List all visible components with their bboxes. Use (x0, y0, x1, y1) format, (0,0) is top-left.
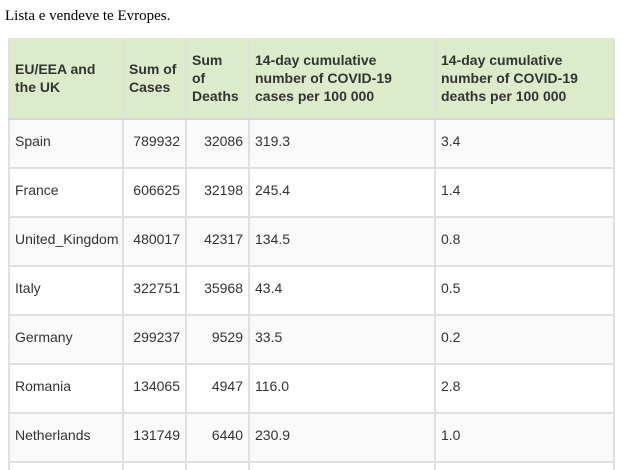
cell-country: Spain (8, 118, 124, 169)
cell-cases-per-100000: 230.9 (248, 412, 436, 463)
cell-sum-of-cases: 134065 (122, 363, 187, 414)
cell-deaths-per-100000: 1.0 (434, 412, 615, 463)
column-header-country: EU/EEA and the UK (8, 38, 124, 120)
cell-deaths-per-100000: 0.5 (434, 265, 615, 316)
cell-empty (8, 461, 124, 470)
cell-empty (185, 461, 250, 470)
covid-table: EU/EEA and the UK Sum of Cases Sum of De… (8, 38, 615, 470)
cell-sum-of-cases: 789932 (122, 118, 187, 169)
cell-sum-of-deaths: 6440 (185, 412, 250, 463)
cell-deaths-per-100000: 1.4 (434, 167, 615, 218)
cell-empty (122, 461, 187, 470)
cell-cases-per-100000: 33.5 (248, 314, 436, 365)
cell-sum-of-deaths: 32198 (185, 167, 250, 218)
cell-sum-of-deaths: 4947 (185, 363, 250, 414)
cell-cases-per-100000: 43.4 (248, 265, 436, 316)
table-row: Germany 299237 9529 33.5 0.2 (8, 314, 615, 365)
table-body: Spain 789932 32086 319.3 3.4 France 606625 3219… (8, 118, 615, 470)
cell-country: Italy (8, 265, 124, 316)
cell-deaths-per-100000: 0.2 (434, 314, 615, 365)
cell-deaths-per-100000: 3.4 (434, 118, 615, 169)
table-row: Netherlands 131749 6440 230.9 1.0 (8, 412, 615, 463)
cell-sum-of-cases: 322751 (122, 265, 187, 316)
table-row: France 606625 32198 245.4 1.4 (8, 167, 615, 218)
table-row: Spain 789932 32086 319.3 3.4 (8, 118, 615, 169)
column-header-sum-of-deaths: Sum of Deaths (185, 38, 250, 120)
column-header-deaths-per-100000: 14-day cumulative number of COVID-19 dea… (434, 38, 615, 120)
cell-cases-per-100000: 134.5 (248, 216, 436, 267)
column-header-cases-per-100000: 14-day cumulative number of COVID-19 cas… (248, 38, 436, 120)
column-header-cases-per-100000-label: 14-day cumulative number of COVID-19 cas… (255, 52, 392, 104)
cell-empty (434, 461, 615, 470)
table-row-partial (8, 461, 615, 470)
cell-sum-of-deaths: 32086 (185, 118, 250, 169)
cell-deaths-per-100000: 2.8 (434, 363, 615, 414)
cell-sum-of-cases: 606625 (122, 167, 187, 218)
table-row: United_Kingdom 480017 42317 134.5 0.8 (8, 216, 615, 267)
column-header-country-label: EU/EEA and the UK (15, 61, 96, 95)
page-title: Lista e vendeve te Evropes. (5, 8, 171, 24)
header-row: EU/EEA and the UK Sum of Cases Sum of De… (8, 38, 615, 120)
cell-sum-of-cases: 131749 (122, 412, 187, 463)
cell-sum-of-cases: 480017 (122, 216, 187, 267)
cell-country: Netherlands (8, 412, 124, 463)
cell-sum-of-deaths: 9529 (185, 314, 250, 365)
cell-cases-per-100000: 245.4 (248, 167, 436, 218)
table-row: Romania 134065 4947 116.0 2.8 (8, 363, 615, 414)
cell-country: United_Kingdom (8, 216, 124, 267)
table-row: Italy 322751 35968 43.4 0.5 (8, 265, 615, 316)
column-header-sum-of-cases-label: Sum of Cases (129, 61, 177, 95)
cell-sum-of-cases: 299237 (122, 314, 187, 365)
cell-cases-per-100000: 116.0 (248, 363, 436, 414)
cell-sum-of-deaths: 35968 (185, 265, 250, 316)
cell-country: Romania (8, 363, 124, 414)
column-header-deaths-per-100000-label: 14-day cumulative number of COVID-19 dea… (441, 52, 578, 104)
column-header-sum-of-cases: Sum of Cases (122, 38, 187, 120)
cell-sum-of-deaths: 42317 (185, 216, 250, 267)
column-header-sum-of-deaths-label: Sum of Deaths (192, 52, 239, 104)
cell-country: France (8, 167, 124, 218)
table-header: EU/EEA and the UK Sum of Cases Sum of De… (8, 38, 615, 120)
cell-empty (248, 461, 436, 470)
cell-deaths-per-100000: 0.8 (434, 216, 615, 267)
cell-cases-per-100000: 319.3 (248, 118, 436, 169)
cell-country: Germany (8, 314, 124, 365)
